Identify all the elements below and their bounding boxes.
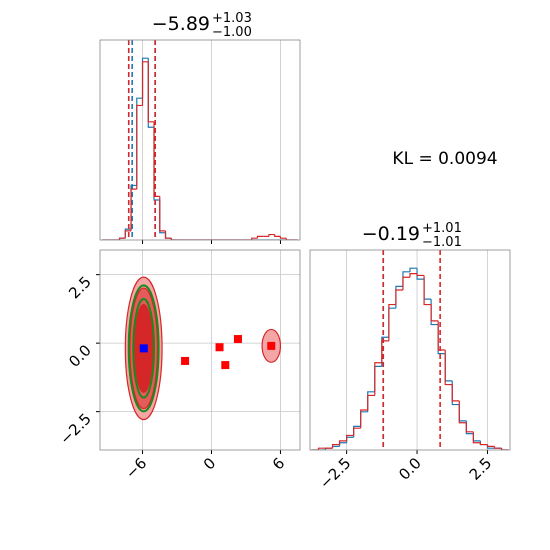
title-lower: −1.01 — [422, 235, 462, 250]
kl-annotation: KL = 0.0094 — [392, 149, 497, 169]
hist-step — [388, 303, 396, 341]
hist-step — [444, 353, 453, 382]
title-lower: −1.00 — [212, 25, 252, 40]
y-tick-label: −2.5 — [56, 410, 94, 448]
hist-step — [285, 238, 292, 240]
hist-step — [153, 121, 160, 197]
hist-step — [479, 442, 488, 446]
hist-step — [346, 434, 354, 441]
x-tick-label: 0 — [200, 454, 219, 473]
x-tick-label: 6 — [269, 454, 288, 473]
point — [181, 356, 190, 365]
hist-step — [147, 61, 155, 123]
hist-step — [164, 232, 172, 239]
hist-step — [317, 447, 326, 450]
hist-step — [360, 411, 368, 427]
hist-step — [147, 58, 155, 128]
hist-step — [256, 235, 264, 239]
hist-step — [458, 400, 467, 424]
hist-step — [451, 384, 460, 402]
hist-step — [164, 230, 172, 239]
x-tick-label: −2.5 — [316, 454, 354, 492]
title-upper: +1.01 — [422, 221, 462, 236]
y-tick-label: 0.0 — [65, 341, 95, 371]
axes-frame — [99, 249, 301, 451]
hist-step — [141, 61, 149, 106]
point — [267, 341, 276, 350]
hist-step — [416, 268, 425, 280]
contour — [132, 298, 156, 399]
hist-step — [268, 233, 275, 237]
hist-step — [395, 289, 403, 305]
axes-frame — [309, 249, 511, 451]
hist-step — [279, 236, 287, 239]
hist-step — [472, 431, 481, 444]
hist-step — [118, 237, 126, 240]
title-upper: +1.03 — [212, 11, 252, 26]
title-value: −5.89 — [152, 13, 210, 35]
hist-step — [430, 304, 439, 322]
hist-step — [409, 267, 418, 272]
point — [215, 343, 224, 352]
hist-step — [159, 200, 166, 234]
hist-step — [374, 365, 382, 392]
hist-step — [444, 350, 453, 386]
hist-step — [338, 440, 347, 445]
hist-step — [381, 340, 389, 363]
hist-step — [486, 444, 495, 447]
hist-step — [170, 238, 178, 240]
title-value: −0.19 — [362, 223, 420, 245]
hist-step — [423, 275, 432, 306]
hist-step — [251, 237, 258, 240]
hist-step — [353, 427, 361, 436]
truth-point — [139, 344, 148, 353]
axes-frame — [99, 39, 301, 241]
hist-step — [136, 97, 143, 186]
contour — [127, 284, 160, 413]
hist-step — [367, 394, 375, 410]
hist-step — [416, 273, 425, 277]
hist-step — [409, 273, 418, 278]
hist-step — [388, 307, 396, 338]
plot-area — [311, 250, 509, 450]
hist-step — [402, 271, 410, 287]
hist-step — [465, 422, 474, 433]
plot-area — [100, 250, 300, 450]
hist-step — [360, 409, 368, 429]
x-tick-label: 0.0 — [395, 454, 425, 484]
x-tick-label: 2.5 — [466, 454, 496, 484]
hist-step — [338, 442, 347, 447]
y-tick-label: 2.5 — [65, 273, 95, 303]
x-tick-label: −6 — [122, 454, 150, 482]
hist-step — [458, 404, 467, 422]
hist-step — [124, 230, 132, 239]
hist-step — [423, 279, 432, 300]
hist-step — [331, 445, 340, 449]
hist-step — [472, 433, 481, 442]
hist-step — [159, 196, 166, 232]
hist-step — [437, 320, 446, 351]
hist-step — [141, 57, 149, 99]
point — [221, 361, 230, 370]
point — [233, 335, 242, 344]
hist-step — [136, 104, 143, 190]
hist-step — [346, 436, 354, 443]
hist-step — [437, 324, 446, 355]
hist-step — [374, 362, 382, 396]
hist-step — [331, 443, 340, 449]
hist-step — [274, 234, 281, 237]
hist-step — [130, 188, 137, 231]
hist-step — [500, 448, 509, 450]
hist-step — [367, 391, 375, 412]
hist-step — [493, 446, 502, 449]
plot-area — [102, 40, 298, 240]
hist-step — [402, 276, 410, 290]
